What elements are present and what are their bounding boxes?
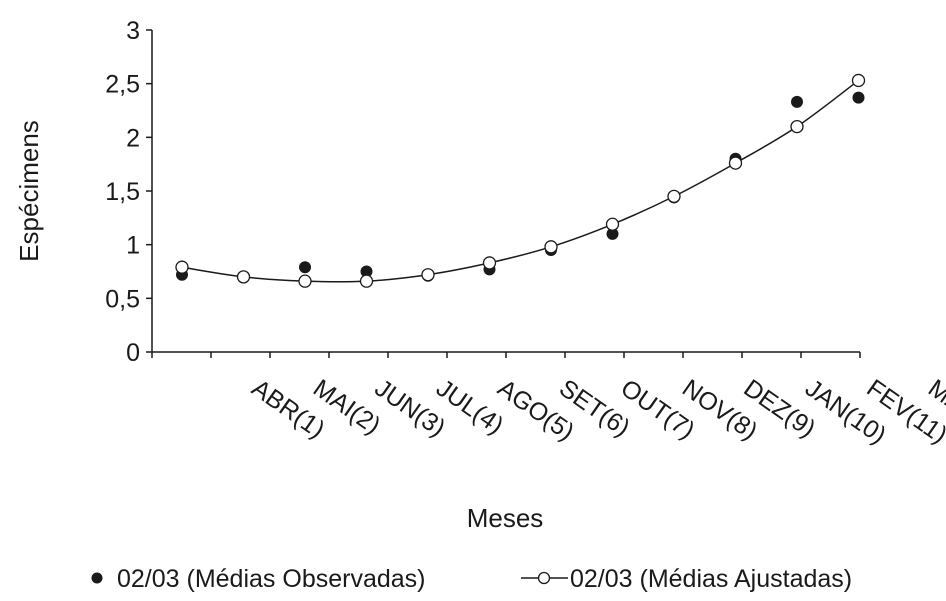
legend-observed-label: 02/03 (Médias Observadas) — [117, 565, 425, 593]
y-tick-label: 2,5 — [105, 71, 140, 99]
x-tick-label: JUN(3) — [370, 374, 451, 442]
y-tick-label: 0,5 — [105, 285, 140, 313]
plot-area — [152, 30, 860, 352]
observed-point — [791, 95, 803, 108]
fitted-point — [482, 256, 497, 270]
y-tick-label: 0 — [126, 339, 140, 367]
fitted-point — [790, 119, 804, 134]
y-axis-title: Espécimens — [14, 120, 44, 262]
observed-point — [360, 265, 373, 278]
fitted-point — [544, 240, 558, 254]
fitted-point — [421, 268, 435, 282]
legend: 02/03 (Médias Observadas) 02/03 (Médias … — [91, 565, 852, 593]
fitted-point — [175, 260, 189, 274]
fitted-point — [359, 274, 374, 288]
fitted-point — [605, 217, 620, 231]
legend-fitted-label: 02/03 (Médias Ajustadas) — [570, 565, 852, 593]
fitted-point — [851, 73, 866, 88]
y-tick-label: 1,5 — [105, 178, 140, 206]
y-tick-label: 3 — [126, 17, 140, 45]
y-tick-label: 1 — [126, 232, 140, 260]
y-tick-label: 2 — [126, 124, 140, 152]
observed-point — [299, 261, 311, 274]
x-axis-title: Meses — [467, 503, 544, 533]
legend-observed-marker — [91, 572, 103, 584]
fitted-point — [298, 274, 312, 288]
fitted-point — [667, 189, 681, 204]
observed-point — [606, 227, 619, 240]
fitted-point — [728, 156, 743, 170]
legend-fitted-marker — [537, 571, 551, 585]
fitted-point — [236, 270, 251, 284]
series-fitted-points — [175, 73, 866, 288]
observed-point — [852, 91, 865, 104]
x-axis-ticks: ABR(1)MAI(2)JUN(3)JUL(4)AGO(5)SET(6)OUT(… — [151, 352, 946, 454]
y-axis-ticks: 0 0,5 1 1,5 2 2,5 3 — [105, 17, 152, 367]
